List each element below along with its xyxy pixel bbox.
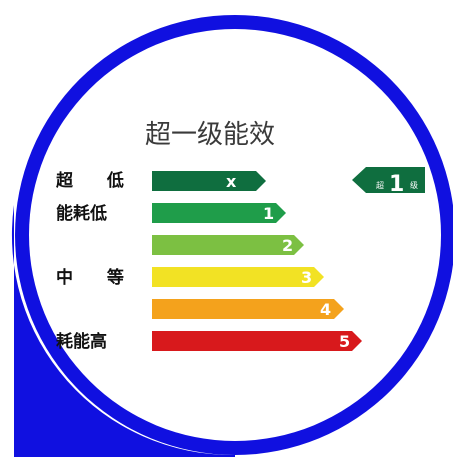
grade-bar-4 <box>152 299 344 319</box>
grade-label-2: 2 <box>282 236 293 255</box>
indicator-arrow <box>352 167 425 193</box>
ring-corner-fill <box>11 205 236 457</box>
badge-title: 超一级能效 <box>145 120 276 150</box>
grade-bars <box>152 171 362 351</box>
label-energy-high: 耗能高 <box>56 332 107 352</box>
label-medium: 中 等 <box>56 268 138 288</box>
indicator-prefix: 超 <box>376 180 384 190</box>
label-energy-low: 能耗低 <box>56 204 107 224</box>
grade-label-4: 4 <box>320 300 331 319</box>
grade-bar-2 <box>152 235 304 255</box>
grade-bar-3 <box>152 267 324 287</box>
label-super-low: 超 低 <box>56 171 138 191</box>
grade-bar-5 <box>152 331 362 351</box>
indicator-grade: 1 <box>389 172 404 197</box>
grade-bar-1 <box>152 203 286 223</box>
indicator-suffix: 级 <box>410 180 418 190</box>
grade-label-3: 3 <box>301 268 312 287</box>
grade-indicator: 超 1 级 <box>352 167 425 197</box>
grade-label-x: x <box>226 172 237 191</box>
grade-bar-x <box>152 171 266 191</box>
grade-label-1: 1 <box>263 204 274 223</box>
grade-label-5: 5 <box>339 332 350 351</box>
